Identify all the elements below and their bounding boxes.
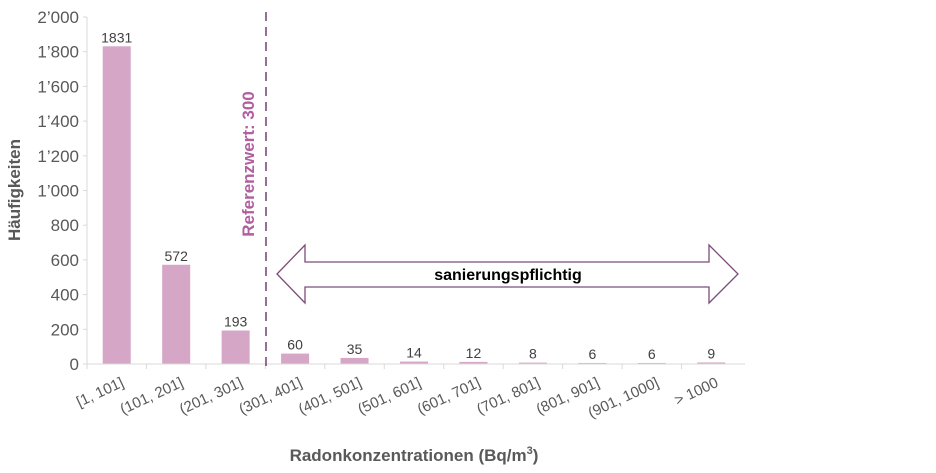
y-tick-label: 600: [51, 251, 79, 270]
y-tick-label: 1’400: [37, 112, 79, 131]
bar: [102, 46, 131, 364]
y-tick-label: 1’800: [37, 43, 79, 62]
y-tick-label: 800: [51, 216, 79, 235]
y-tick-label: 1’200: [37, 147, 79, 166]
bar: [697, 362, 726, 364]
annotation-label: sanierungspflichtig: [434, 267, 582, 284]
bar: [281, 353, 310, 364]
data-label: 12: [466, 345, 482, 361]
reference-line-label: Referenzwert: 300: [239, 91, 258, 237]
data-label: 8: [529, 346, 537, 362]
y-axis-label: Häufigkeiten: [5, 139, 24, 241]
x-tick-label: (101, 201]: [117, 374, 185, 418]
data-label: 60: [287, 337, 303, 353]
x-tick-label: (301, 401]: [236, 374, 304, 418]
y-tick-label: 1’600: [37, 77, 79, 96]
bar: [459, 361, 488, 364]
x-axis-label: Radonkonzentrationen (Bq/m3): [290, 445, 539, 465]
x-tick-label: (701, 801]: [474, 374, 542, 418]
bar: [400, 361, 428, 364]
bar: [518, 362, 547, 365]
data-label: 9: [707, 345, 715, 361]
data-label: 1831: [101, 29, 132, 45]
y-axis: 0 200 400 600 800 1’000 1’200 1’400 1’600 1’800 2’…: [37, 8, 88, 374]
data-label: 193: [224, 314, 248, 330]
data-label: 14: [406, 345, 422, 361]
y-tick-label: 2’000: [37, 8, 79, 27]
x-tick-label: (601, 701]: [415, 374, 483, 418]
y-tick-label: 0: [70, 355, 79, 374]
data-label: 6: [648, 346, 656, 362]
x-axis: [1, 101](101, 201](201, 301](301, 401](4…: [74, 363, 745, 422]
bar: [221, 330, 250, 364]
bar: [162, 264, 191, 364]
x-tick-label: (201, 301]: [177, 374, 245, 418]
bar: [340, 357, 369, 364]
bars: 1831 572 193 60 35 14 12 8 6 6 9: [101, 29, 726, 365]
double-arrow-shape: [276, 243, 739, 305]
x-tick-label: (501, 601]: [355, 374, 423, 418]
y-tick-label: 400: [51, 286, 79, 305]
x-tick-label: > 1000: [672, 374, 721, 409]
x-tick-label: (401, 501]: [296, 374, 364, 418]
data-label: 35: [347, 341, 363, 357]
y-tick-label: 1’000: [37, 182, 79, 201]
y-tick-label: 200: [51, 320, 79, 339]
data-label: 572: [165, 248, 189, 264]
data-label: 6: [588, 346, 596, 362]
